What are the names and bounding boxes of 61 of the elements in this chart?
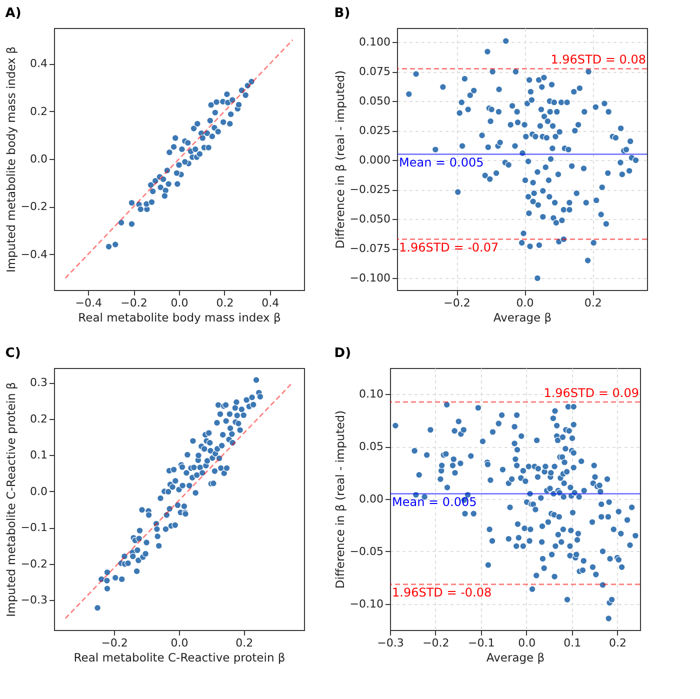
y-tick-label: 0.0	[30, 152, 48, 166]
y-tick-label: −0.4	[20, 248, 48, 261]
y-tick-label: −0.075	[350, 242, 390, 256]
y-tick-label: 0.0	[30, 484, 48, 498]
ref-line-label: Mean = 0.005	[392, 494, 477, 509]
x-axis-title: Average β	[486, 650, 545, 664]
y-axis-title: Difference in β (real - imputed)	[332, 410, 347, 589]
chart-title: C)	[5, 346, 21, 361]
x-axis-title: Real metabolite C-Reactive protein β	[74, 650, 286, 664]
y-tick-label: 0.000	[359, 154, 390, 167]
y-tick-label: 0.3	[30, 376, 48, 390]
x-tick-label: 0.0	[516, 296, 534, 310]
x-tick-label: 0.0	[518, 636, 536, 650]
x-tick-label: 0.0	[170, 636, 188, 650]
chart-title: A)	[5, 6, 22, 21]
chart-title: D)	[334, 346, 352, 361]
ref-line-label: 1.96STD = -0.08	[392, 585, 492, 600]
y-tick-label: 0.2	[30, 104, 48, 118]
ref-line-label: 1.96STD = 0.08	[550, 52, 646, 67]
y-tick-label: −0.025	[350, 183, 390, 196]
y-tick-label: 0.025	[359, 124, 390, 138]
x-tick-label: −0.1	[468, 636, 495, 650]
x-axis-title: Average β	[493, 310, 552, 324]
y-tick-label: −0.050	[350, 212, 390, 226]
x-tick-label: −0.4	[75, 296, 102, 310]
y-tick-label: 0.4	[30, 57, 48, 70]
x-tick-label: 0.0	[170, 296, 188, 310]
y-tick-label: −0.1	[20, 521, 48, 534]
ref-line-label: 1.96STD = -0.07	[399, 240, 499, 254]
x-tick-label: 0.1	[564, 636, 582, 650]
x-tick-label: 0.2	[216, 296, 234, 310]
x-tick-label: −0.2	[422, 636, 450, 650]
y-tick-label: −0.3	[20, 594, 48, 607]
y-axis-title: Imputed metabolite C-Reactive protein β	[4, 382, 18, 617]
x-tick-label: −0.3	[377, 636, 404, 650]
y-tick-label: 0.10	[359, 388, 384, 401]
y-tick-label: 0.1	[30, 448, 48, 462]
y-tick-label: 0.05	[359, 440, 384, 454]
y-tick-label: −0.05	[350, 544, 384, 558]
x-axis-title: Real metabolite body mass index β	[78, 310, 281, 324]
x-tick-label: 0.2	[609, 636, 627, 650]
y-tick-label: 0.100	[359, 36, 390, 49]
x-tick-label: −0.2	[120, 296, 148, 310]
x-tick-label: 0.2	[236, 636, 254, 650]
y-tick-label: −0.10	[350, 597, 384, 610]
ref-line-label: 1.96STD = 0.09	[544, 386, 639, 400]
ref-line-label: Mean = 0.005	[399, 155, 484, 170]
x-tick-label: 0.2	[584, 296, 602, 310]
x-tick-label: −0.2	[101, 636, 128, 650]
y-tick-label: 0.00	[359, 492, 384, 506]
y-tick-label: −0.100	[350, 272, 390, 285]
y-tick-label: −0.2	[20, 200, 48, 214]
chart-title: B)	[334, 6, 350, 21]
y-tick-label: 0.2	[30, 412, 48, 426]
x-tick-label: −0.2	[444, 296, 470, 310]
y-tick-label: 0.075	[359, 65, 390, 78]
x-tick-label: 0.4	[262, 296, 280, 310]
y-tick-label: 0.050	[359, 94, 390, 108]
y-axis-title: Difference in β (real - imputed)	[332, 70, 347, 249]
y-tick-label: −0.2	[20, 557, 48, 570]
y-axis-title: Imputed metabolite body mass index β	[4, 46, 18, 272]
